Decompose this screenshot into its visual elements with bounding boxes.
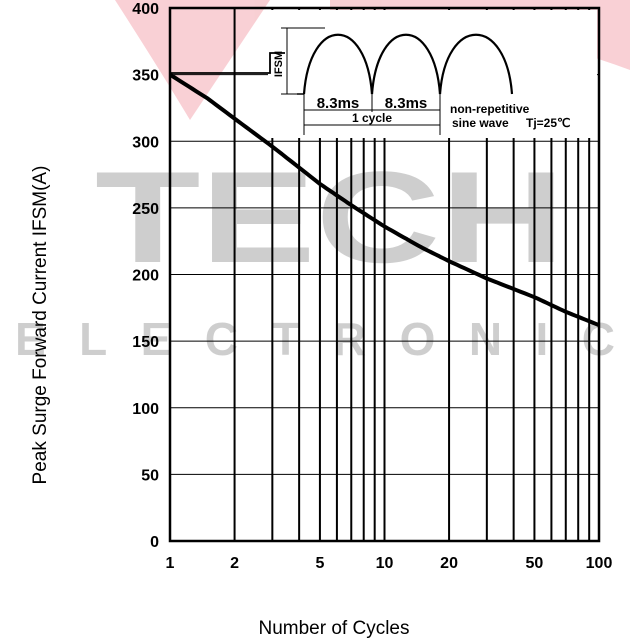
- temperature-label: Tj=25℃: [526, 116, 571, 130]
- y-tick-label: 400: [132, 1, 159, 18]
- y-tick-label: 100: [132, 401, 159, 418]
- x-tick-labels: 1 2 5 10 20 50 100: [166, 555, 613, 572]
- ifsm-label: IFSM: [273, 51, 285, 77]
- series-curve: [168, 72, 600, 327]
- watermark-red-swoosh: [115, 0, 270, 120]
- note-line-1: non-repetitive: [450, 102, 530, 116]
- y-tick-label: 300: [132, 134, 159, 151]
- x-tick-label: 1: [166, 555, 175, 572]
- x-tick-label: 20: [440, 555, 458, 572]
- x-axis-title: Number of Cycles: [259, 618, 410, 639]
- sine-half-wave-3: [438, 33, 514, 95]
- x-tick-label: 10: [376, 555, 394, 572]
- period-left-label: 8.3ms: [317, 95, 360, 112]
- x-tick-label: 5: [315, 555, 324, 572]
- x-tick-label: 100: [586, 555, 613, 572]
- period-right-label: 8.3ms: [385, 95, 428, 112]
- y-tick-label: 50: [141, 467, 159, 484]
- y-tick-label: 0: [150, 534, 159, 551]
- series-line: [168, 72, 600, 327]
- y-tick-label: 350: [132, 68, 159, 85]
- y-tick-label: 250: [132, 201, 159, 218]
- y-tick-label: 150: [132, 334, 159, 351]
- y-axis-title: Peak Surge Forward Current IFSM(A): [30, 166, 51, 485]
- plot-area: 1 2 5 10 20 50 100 0 50 100 150 200 250 300 350 400 IF…: [132, 1, 612, 572]
- note-line-2: sine wave: [452, 116, 509, 130]
- y-tick-labels: 0 50 100 150 200 250 300 350 400: [132, 1, 159, 551]
- sine-half-wave-1: [302, 33, 374, 95]
- ifsm-350-guide: [170, 52, 285, 74]
- sine-half-wave-2: [370, 33, 442, 95]
- cycle-label: 1 cycle: [352, 111, 392, 125]
- watermark-word-tech: TECH: [95, 144, 565, 290]
- inset-background: [268, 10, 597, 138]
- waveform-inset: IFSM 8.3ms 8.3ms 1 cycle non-repetitive …: [273, 27, 571, 135]
- y-tick-label: 200: [132, 268, 159, 285]
- watermark-word-electronic: ELECTRONIC: [15, 313, 615, 365]
- x-tick-label: 2: [230, 555, 239, 572]
- x-tick-label: 50: [526, 555, 544, 572]
